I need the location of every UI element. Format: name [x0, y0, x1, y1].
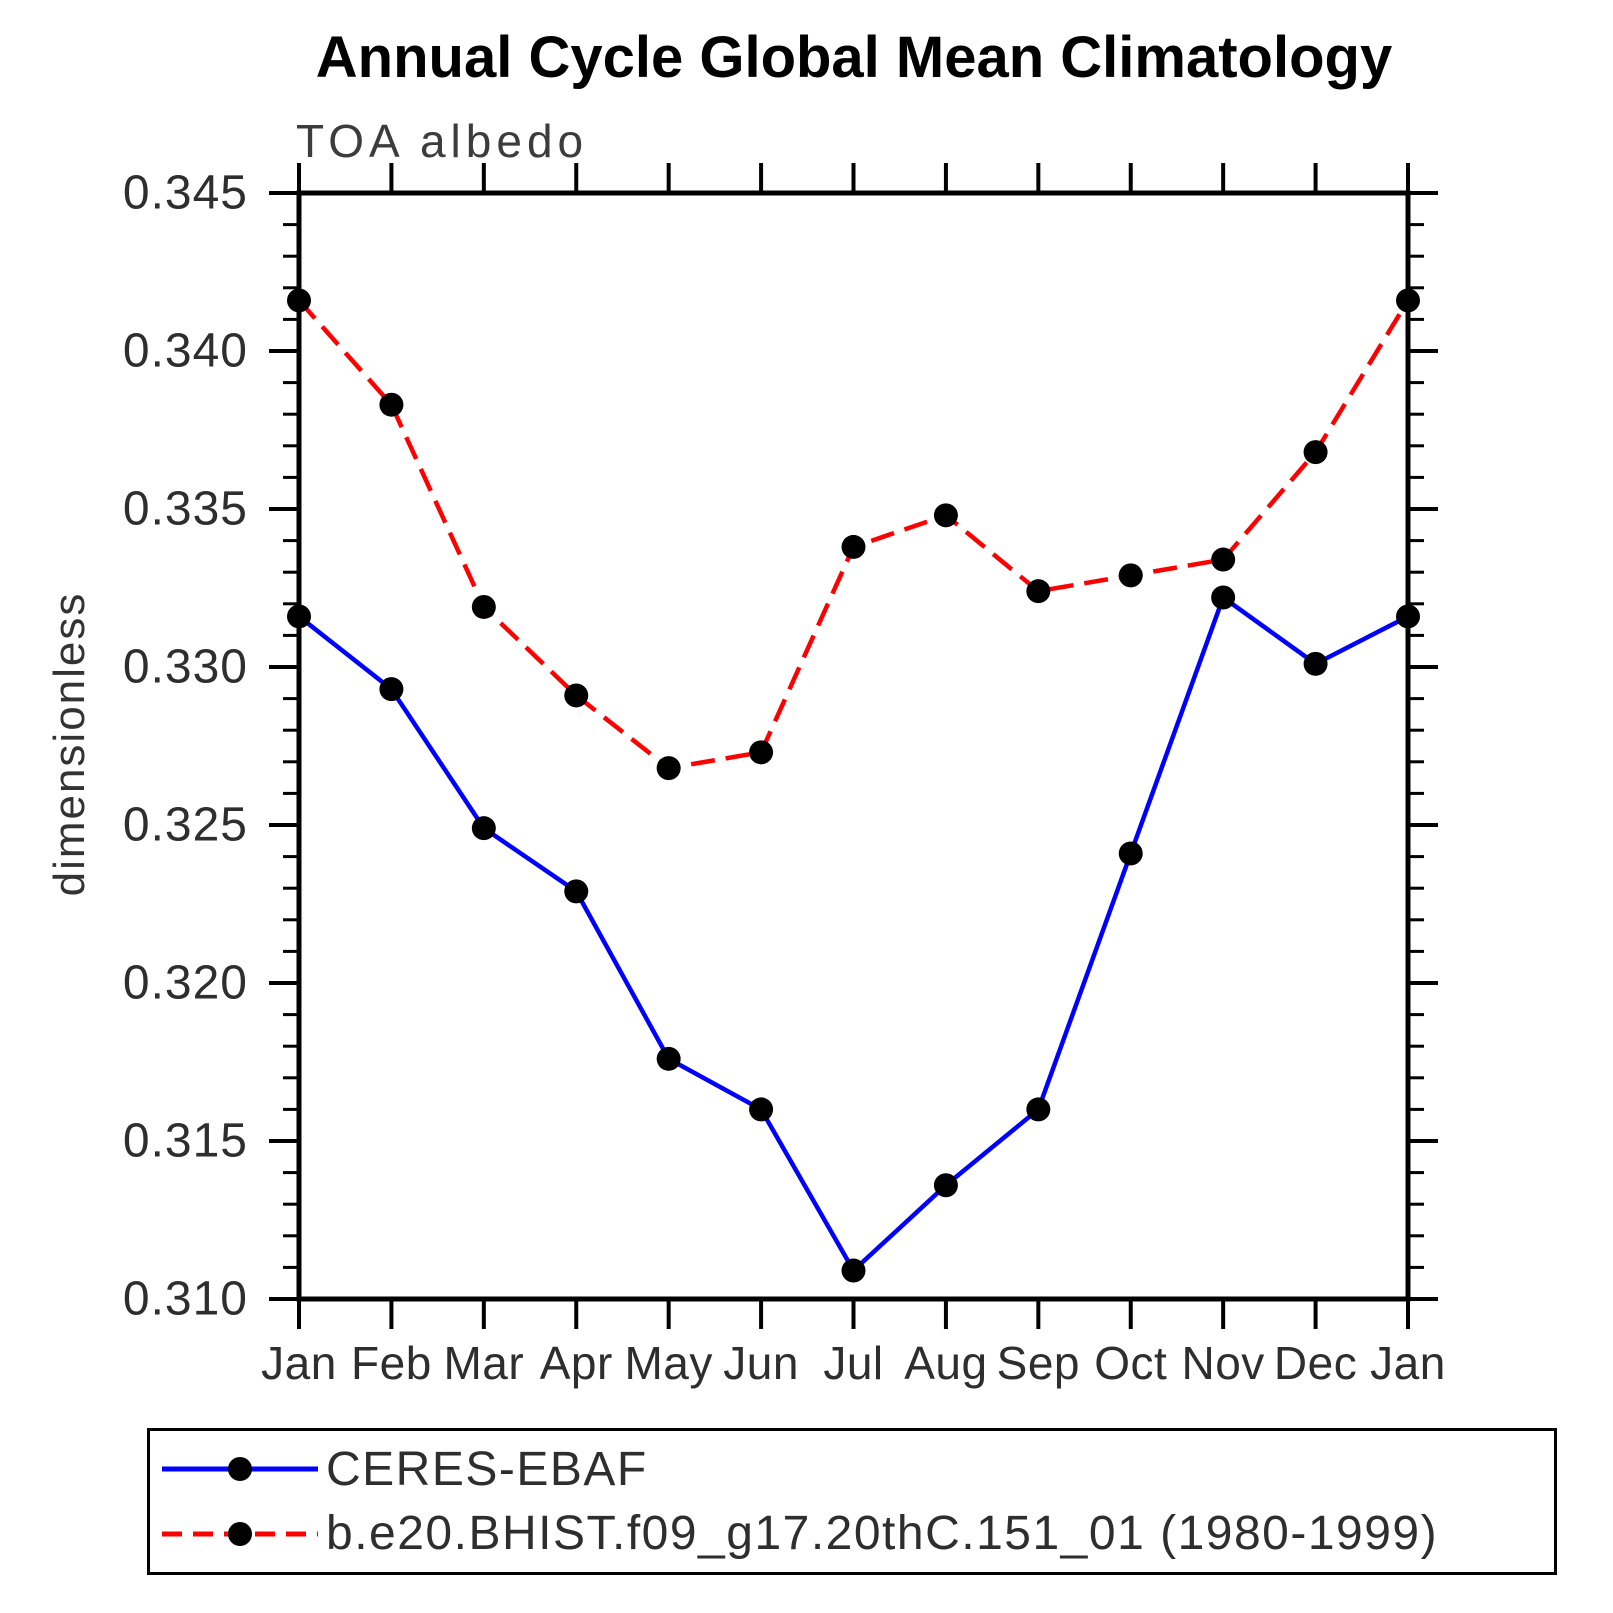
svg-text:Jul: Jul	[823, 1337, 883, 1389]
svg-text:0.315: 0.315	[123, 1115, 248, 1168]
svg-text:0.325: 0.325	[123, 799, 248, 852]
svg-text:Aug: Aug	[904, 1337, 987, 1389]
svg-text:0.345: 0.345	[123, 167, 248, 220]
svg-text:0.340: 0.340	[123, 325, 248, 378]
legend-box: CERES-EBAF b.e20.BHIST.f09_g17.20thC.151…	[147, 1428, 1557, 1575]
legend-marker-dot	[228, 1457, 252, 1482]
chart-title: Annual Cycle Global Mean Climatology	[315, 25, 1393, 90]
svg-text:Jan: Jan	[1370, 1337, 1446, 1389]
legend-item-model-run: b.e20.BHIST.f09_g17.20thC.151_01 (1980-1…	[156, 1507, 1554, 1561]
legend-label-model-run: b.e20.BHIST.f09_g17.20thC.151_01 (1980-1…	[326, 1507, 1439, 1561]
legend-line-sample-solid	[162, 1457, 318, 1482]
svg-text:May: May	[624, 1337, 712, 1389]
svg-text:Apr: Apr	[540, 1337, 613, 1389]
svg-text:0.335: 0.335	[123, 483, 248, 536]
svg-text:Feb: Feb	[351, 1337, 432, 1389]
svg-text:Oct: Oct	[1094, 1337, 1167, 1389]
legend-label-ceres-ebaf: CERES-EBAF	[326, 1442, 648, 1496]
svg-text:Mar: Mar	[443, 1337, 524, 1389]
svg-text:0.310: 0.310	[123, 1273, 248, 1326]
legend-line-sample-dashed	[162, 1521, 318, 1546]
legend-item-ceres-ebaf: CERES-EBAF	[156, 1442, 1554, 1496]
legend-marker-dot	[228, 1521, 252, 1546]
plot-subtitle: TOA albedo	[296, 115, 589, 167]
svg-text:0.320: 0.320	[123, 957, 248, 1010]
svg-text:Jun: Jun	[723, 1337, 799, 1389]
svg-text:Nov: Nov	[1182, 1337, 1265, 1389]
svg-text:0.330: 0.330	[123, 641, 248, 694]
svg-text:Dec: Dec	[1274, 1337, 1357, 1389]
svg-text:Jan: Jan	[261, 1337, 337, 1389]
svg-text:Sep: Sep	[997, 1337, 1080, 1389]
